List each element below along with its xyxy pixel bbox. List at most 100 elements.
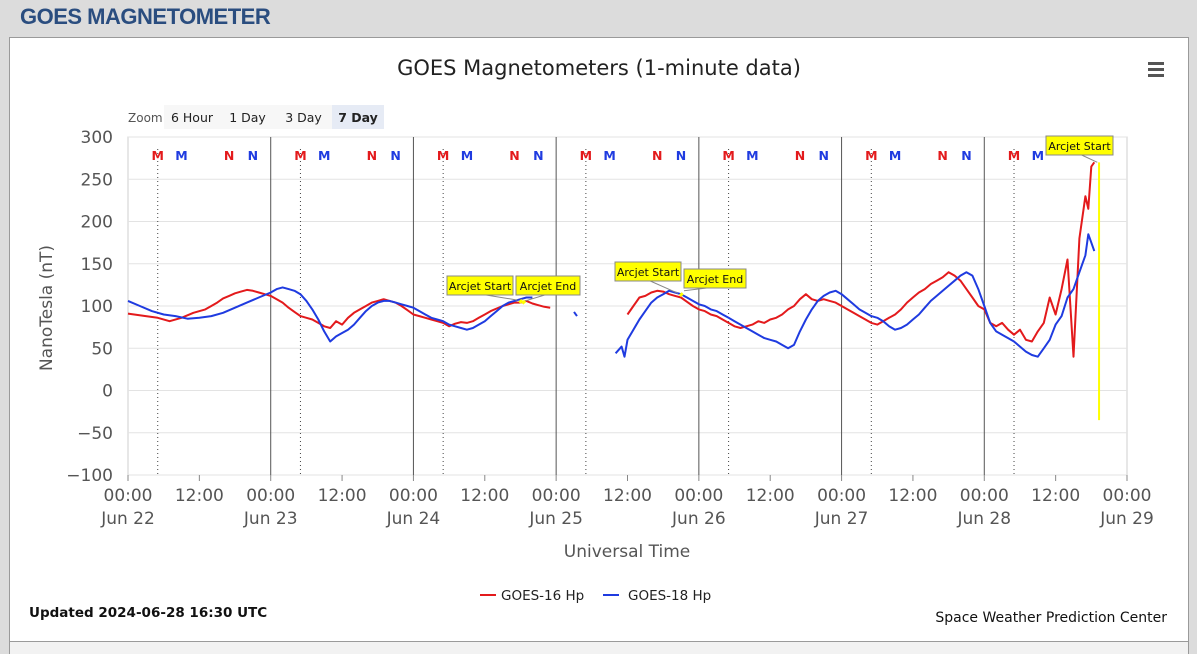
menu-bar [1148,62,1164,65]
x-tick-label-date: Jun 24 [386,509,441,529]
marker-n: N [795,148,805,163]
legend-item[interactable]: GOES-18 Hp [628,588,711,604]
y-tick-label: −50 [77,424,113,444]
marker-m: M [1008,148,1020,163]
x-tick-label-time: 12:00 [175,486,224,506]
zoom-button-label: 7 Day [338,110,378,125]
marker-m: M [318,148,330,163]
arcjet-flag-label: Arcjet End [520,280,576,293]
x-tick-label-time: 12:00 [603,486,652,506]
hamburger-menu-icon[interactable] [1148,62,1164,77]
bottom-strip [9,641,1189,654]
x-tick-label-time: 00:00 [532,486,581,506]
x-tick-label-time: 00:00 [246,486,295,506]
menu-bar [1148,74,1164,77]
marker-n: N [390,148,400,163]
marker-n: N [676,148,686,163]
zoom-button-label: 6 Hour [171,110,214,125]
page-title: GOES MAGNETOMETER [20,4,271,29]
y-tick-label: 100 [81,297,113,317]
y-tick-label: 200 [81,213,113,233]
goes18-series-line [127,286,533,343]
arcjet-flag-label: Arcjet End [687,273,743,286]
zoom-button-bg [332,105,384,129]
marker-m: M [889,148,901,163]
x-tick-label-time: 00:00 [104,486,153,506]
goes16-series-line [127,288,551,329]
marker-n: N [509,148,519,163]
arcjet-flag-label: Arcjet Start [449,280,512,293]
zoom-button-label: 3 Day [285,110,322,125]
zoom-button-bg [220,105,275,129]
x-tick-label-date: Jun 23 [243,509,298,529]
x-tick-label-time: 00:00 [389,486,438,506]
marker-m: M [294,148,306,163]
y-tick-label: 300 [81,128,113,148]
x-tick-label-date: Jun 25 [528,509,583,529]
arcjet-flag-box [446,275,514,296]
chart-panel: GOES Magnetometers (1-minute data) Zoom 6 … [9,37,1189,642]
marker-n: N [224,148,234,163]
zoom-label: Zoom [128,111,163,125]
arcjet-flag-box [515,275,581,296]
zoom-button-6-hour[interactable]: 6 Hour [164,105,220,129]
y-tick-label: 250 [81,170,113,190]
zoom-button-1-day[interactable]: 1 Day [220,105,275,129]
marker-m: M [580,148,592,163]
y-tick-label: 150 [81,255,113,275]
legend-item[interactable]: GOES-16 Hp [501,588,584,604]
arcjet-flag-label: Arcjet Start [1048,140,1111,153]
x-tick-label-time: 12:00 [746,486,795,506]
marker-m: M [865,148,877,163]
zoom-button-3-day[interactable]: 3 Day [275,105,332,129]
x-tick-label-time: 12:00 [318,486,367,506]
marker-n: N [533,148,543,163]
x-tick-label-time: 00:00 [960,486,1009,506]
x-tick-label-time: 12:00 [888,486,937,506]
marker-m: M [461,148,473,163]
arcjet-flag-connector [647,279,679,294]
x-tick-label-time: 12:00 [460,486,509,506]
goes18-series-line [614,233,1096,358]
arcjet-flag-label: Arcjet Start [617,266,680,279]
updated-timestamp: Updated 2024-06-28 16:30 UTC [29,605,267,621]
zoom-button-label: 1 Day [229,110,266,125]
marker-m: M [175,148,187,163]
marker-m: M [152,148,164,163]
marker-n: N [961,148,971,163]
chart-title: GOES Magnetometers (1-minute data) [397,56,801,80]
marker-m: M [437,148,449,163]
y-tick-label: 0 [102,382,113,402]
credit-text: Space Weather Prediction Center [935,610,1167,626]
menu-bar [1148,68,1164,71]
arcjet-mark [521,299,527,305]
marker-n: N [367,148,377,163]
x-tick-label-date: Jun 28 [956,509,1011,529]
x-tick-label-time: 00:00 [1103,486,1152,506]
marker-m: M [1032,148,1044,163]
marker-m: M [722,148,734,163]
magnetometer-chart: GOES Magnetometers (1-minute data) Zoom 6 … [29,56,1167,626]
goes18-series-line [573,311,578,317]
x-tick-label-date: Jun 27 [814,509,869,529]
y-tick-label: 50 [91,339,113,359]
zoom-button-7-day[interactable]: 7 Day [332,105,384,129]
x-tick-label-time: 00:00 [817,486,866,506]
x-tick-label-time: 12:00 [1031,486,1080,506]
x-tick-label-date: Jun 29 [1099,509,1154,529]
x-tick-label-time: 00:00 [674,486,723,506]
marker-n: N [937,148,947,163]
marker-n: N [652,148,662,163]
marker-m: M [746,148,758,163]
arcjet-flag-box [1045,135,1114,156]
x-tick-label-date: Jun 22 [100,509,155,529]
arcjet-mark [518,298,524,304]
marker-n: N [818,148,828,163]
x-axis-label: Universal Time [564,542,690,562]
y-axis-label: NanoTesla (nT) [37,245,57,371]
zoom-button-bg [164,105,220,129]
arcjet-mark [678,292,684,298]
marker-n: N [248,148,258,163]
marker-m: M [603,148,615,163]
goes16-series-line [626,161,1096,358]
